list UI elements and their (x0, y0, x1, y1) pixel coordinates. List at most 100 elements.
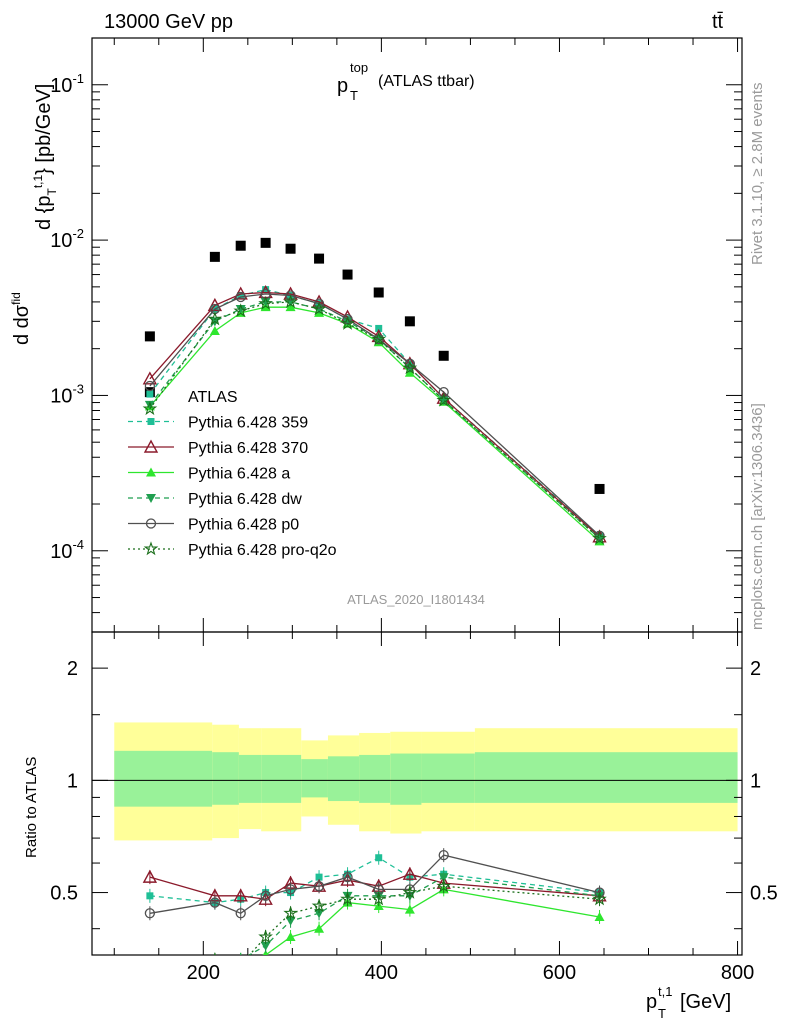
ratio-point-p370 (402, 866, 418, 880)
band-inner (261, 754, 302, 803)
point-pq2o (592, 530, 607, 545)
title-suffix: (ATLAS ttbar) (378, 73, 475, 90)
point-data (373, 287, 384, 298)
axis-ticks: 200 400 600 800 10-1 10-2 10-3 10-4 0.5 0.5 1 1 2 2 (50, 37, 778, 984)
ratio-tick-label-left: 1 (67, 770, 78, 792)
point-p359 (237, 291, 245, 299)
ratio-point-pq2o (311, 898, 327, 913)
point-pdw (235, 305, 246, 315)
ratio-point-p370 (233, 888, 248, 902)
ratio-point-pp0 (209, 897, 221, 908)
rivet-label: Rivet 3.1.10, ≥ 2.8M events (749, 83, 766, 266)
ratio-point-pa (594, 911, 605, 921)
main-series (142, 237, 607, 546)
point-pp0 (438, 386, 449, 398)
x-tick-label: 800 (721, 962, 754, 984)
band-inner (359, 754, 391, 803)
point-data (144, 331, 155, 342)
ratio-series (142, 848, 607, 980)
band-inner (474, 752, 738, 803)
ratio-tick-label-right: 2 (750, 658, 761, 680)
legend-marker-pp0 (145, 518, 157, 529)
title-sub: T (350, 88, 358, 103)
point-data (209, 251, 220, 262)
legend: ATLAS Pythia 6.428 359 Pythia 6.428 370 Pyt… (128, 389, 337, 559)
y-axis-label-bottom: Ratio to ATLAS (23, 757, 40, 858)
point-pq2o (371, 331, 386, 346)
ratio-point-pq2o (592, 891, 607, 906)
ratio-point-pq2o (258, 929, 273, 944)
uncertainty-bands (92, 722, 742, 841)
point-p359 (375, 324, 383, 332)
point-data (235, 240, 246, 251)
point-data (342, 269, 353, 280)
point-pp0 (313, 298, 325, 309)
x-axis-label: p T t,1 [GeV] (646, 984, 731, 1021)
point-pdw (144, 400, 155, 410)
ratio-point-pdw (314, 909, 325, 919)
ratio-point-p359 (146, 892, 154, 900)
ratio-point-pp0 (260, 890, 271, 901)
legend-label-data: ATLAS (188, 389, 238, 406)
ratio-point-pdw (285, 916, 296, 926)
y-tick-label: 10-3 (50, 381, 84, 407)
ratio-point-pq2o (402, 884, 418, 899)
point-p370 (142, 371, 158, 385)
ratio-tick-label-left: 0.5 (50, 883, 78, 905)
ratio-point-pdw (438, 873, 449, 883)
ratio-point-pq2o (371, 891, 386, 906)
y-axis-label-top: d dσfid d {pTt,1} [pb/GeV] (9, 84, 59, 345)
x-tick-label: 200 (187, 962, 220, 984)
ratio-point-pa (240, 954, 241, 955)
point-pq2o (258, 295, 273, 310)
ratio-point-pdw (236, 956, 246, 965)
ratio-tick-label-right: 0.5 (750, 883, 778, 905)
energy-label: 13000 GeV pp (104, 11, 233, 33)
point-data (438, 350, 449, 361)
ratio-point-p359 (375, 854, 383, 862)
point-pq2o (142, 401, 158, 416)
point-pq2o (233, 303, 248, 318)
point-data (314, 253, 325, 264)
process-label: tt̄ (712, 11, 724, 33)
ratio-point-p359 (315, 873, 323, 881)
svg-text:p: p (646, 991, 657, 1013)
ratio-point-p370 (142, 869, 158, 883)
band-inner (212, 752, 239, 805)
ratio-point-pa (404, 904, 415, 914)
ratio-point-pdw (260, 941, 271, 951)
point-data (260, 237, 271, 248)
point-pq2o (311, 301, 327, 316)
svg-text:d {pTt,1} [pb/GeV]: d {pTt,1} [pb/GeV] (31, 84, 59, 230)
svg-text:[GeV]: [GeV] (680, 991, 731, 1013)
ratio-point-pa (145, 960, 155, 969)
point-data (404, 316, 415, 327)
title-main: p (337, 75, 348, 97)
point-p359 (146, 390, 154, 398)
legend-label-p370: Pythia 6.428 370 (188, 440, 308, 457)
band-inner (390, 753, 422, 805)
x-tick-label: 400 (365, 962, 398, 984)
ratio-point-pq2o (436, 878, 451, 893)
legend-label-pp0: Pythia 6.428 p0 (188, 517, 299, 534)
ratio-point-pp0 (144, 908, 156, 919)
ratio-series-clipped (142, 848, 607, 980)
svg-text:T: T (658, 1006, 666, 1021)
legend-label-pq2o: Pythia 6.428 pro-q2o (188, 542, 337, 559)
point-pq2o (283, 294, 298, 309)
ratio-point-pq2o (144, 969, 155, 980)
ratio-tick-label-right: 1 (750, 770, 761, 792)
ratio-point-pp0 (342, 871, 353, 883)
band-inner (421, 753, 475, 803)
ratio-tick-label-left: 2 (67, 658, 78, 680)
mcplots-label: mcplots.cern.ch [arXiv:1306.3436] (749, 403, 766, 630)
ratio-point-pq2o (235, 959, 246, 970)
legend-marker-p359 (147, 418, 155, 425)
y-tick-label: 10-2 (50, 226, 84, 252)
ratio-point-pq2o (340, 891, 355, 906)
point-data (594, 483, 605, 494)
ratio-point-p370 (340, 872, 355, 886)
y-tick-label: 10-1 (50, 71, 84, 97)
point-pp0 (235, 291, 246, 303)
point-data (285, 243, 296, 254)
